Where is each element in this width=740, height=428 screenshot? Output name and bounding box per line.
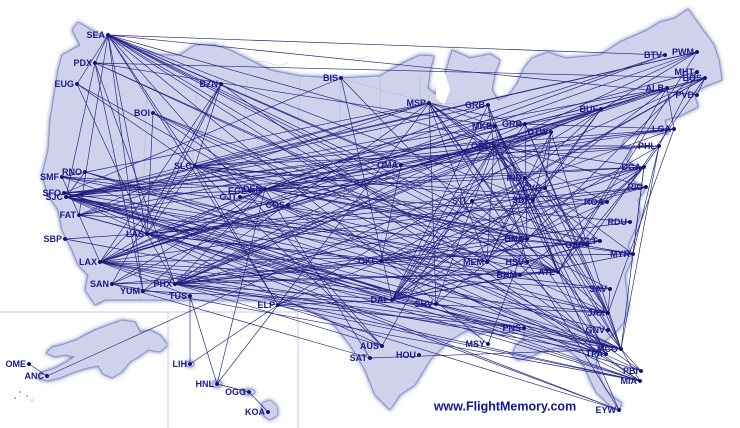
svg-text:CVG: CVG (522, 183, 542, 193)
svg-text:BNA: BNA (505, 234, 525, 244)
svg-text:AUS: AUS (360, 341, 379, 351)
svg-text:PVD: PVD (675, 90, 694, 100)
svg-text:GNV: GNV (585, 325, 605, 335)
svg-text:YUM: YUM (120, 286, 140, 296)
svg-text:SMF: SMF (40, 172, 60, 182)
svg-text:EUG: EUG (54, 79, 74, 89)
svg-text:MKE: MKE (472, 121, 492, 131)
svg-text:BIS: BIS (323, 73, 338, 83)
svg-text:ORD: ORD (471, 141, 492, 151)
svg-text:DEN: DEN (243, 184, 262, 194)
svg-text:GRR: GRR (502, 119, 523, 129)
svg-text:HOU: HOU (396, 350, 416, 360)
svg-text:BOS: BOS (682, 73, 702, 83)
svg-text:DTW: DTW (528, 127, 549, 137)
svg-text:DCA: DCA (622, 162, 642, 172)
svg-text:KOA: KOA (245, 407, 266, 417)
svg-text:www.FlightMemory.com: www.FlightMemory.com (433, 400, 576, 414)
svg-text:MYR: MYR (610, 249, 631, 259)
svg-text:LIH: LIH (173, 359, 188, 369)
svg-text:BZN: BZN (200, 79, 219, 89)
svg-text:EYW: EYW (595, 405, 616, 415)
svg-text:BOI: BOI (134, 108, 150, 118)
svg-text:DAL: DAL (371, 295, 390, 305)
svg-text:BUF: BUF (580, 104, 599, 114)
svg-text:BTV: BTV (644, 50, 662, 60)
svg-text:FAT: FAT (60, 210, 77, 220)
svg-text:SAN: SAN (90, 279, 109, 289)
svg-text:SDF: SDF (512, 195, 531, 205)
svg-text:LGA: LGA (652, 124, 671, 134)
svg-text:ALB: ALB (646, 83, 665, 93)
svg-text:MIA: MIA (621, 376, 638, 386)
svg-text:MEM: MEM (463, 257, 484, 267)
svg-text:PHX: PHX (153, 279, 172, 289)
svg-text:OGG: OGG (225, 387, 246, 397)
svg-text:MSY: MSY (465, 339, 485, 349)
svg-text:SBP: SBP (43, 234, 62, 244)
svg-text:ROA: ROA (584, 197, 605, 207)
svg-text:BHM: BHM (497, 270, 518, 280)
svg-text:SAT: SAT (350, 353, 368, 363)
svg-text:MSP: MSP (406, 98, 426, 108)
svg-text:ATL: ATL (538, 267, 555, 277)
svg-text:SEA: SEA (86, 30, 105, 40)
svg-text:HSV: HSV (505, 257, 524, 267)
svg-text:HNL: HNL (196, 379, 215, 389)
svg-text:SAV: SAV (589, 284, 607, 294)
svg-text:TUS: TUS (169, 291, 187, 301)
svg-text:SLC: SLC (174, 161, 193, 171)
svg-text:IND: IND (507, 173, 523, 183)
svg-text:LAX: LAX (79, 257, 97, 267)
svg-text:ELP: ELP (257, 300, 275, 310)
svg-text:RIC: RIC (628, 182, 644, 192)
svg-text:OKC: OKC (358, 256, 379, 266)
svg-text:SJC: SJC (45, 192, 63, 202)
svg-text:STL: STL (452, 196, 470, 206)
svg-text:ANC: ANC (25, 371, 45, 381)
svg-text:PDX: PDX (73, 58, 92, 68)
svg-text:JAX: JAX (587, 308, 605, 318)
svg-text:RNO: RNO (62, 167, 82, 177)
svg-text:PWM: PWM (672, 47, 694, 57)
svg-text:COS: COS (265, 200, 285, 210)
svg-text:PNS: PNS (502, 323, 521, 333)
svg-text:OMA: OMA (377, 160, 398, 170)
svg-text:GRB: GRB (465, 100, 486, 110)
svg-text:PBI: PBI (623, 366, 638, 376)
svg-text:PHL: PHL (638, 141, 657, 151)
svg-text:RDU: RDU (608, 217, 628, 227)
svg-text:GSP: GSP (565, 240, 584, 250)
svg-text:TPA: TPA (586, 349, 604, 359)
svg-text:SHV: SHV (414, 299, 433, 309)
svg-text:LAS: LAS (126, 229, 144, 239)
svg-text:OME: OME (5, 359, 26, 369)
